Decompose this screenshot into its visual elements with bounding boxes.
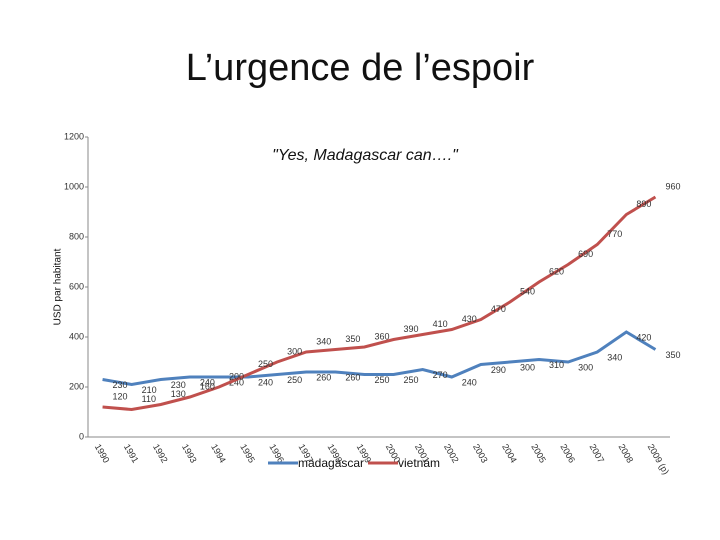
data-label: 310 [549,360,564,370]
data-label: 160 [200,381,215,391]
chart-title: "Yes, Madagascar can…." [272,147,459,164]
x-tick-label: 1994 [209,442,228,464]
x-tick-label: 2008 [617,442,636,464]
data-label: 960 [665,181,680,191]
data-label: 620 [549,266,564,276]
data-label: 430 [462,314,477,324]
x-tick-label: 2007 [587,442,606,464]
data-label: 360 [374,331,389,341]
y-tick-label: 200 [69,381,84,391]
data-label: 260 [316,372,331,382]
legend-label: madagascar [298,456,364,470]
data-label: 240 [258,377,273,387]
data-label: 770 [607,229,622,239]
data-label: 470 [491,304,506,314]
data-label: 120 [113,391,128,401]
line-series [102,330,657,387]
data-label: 390 [404,324,419,334]
data-label: 340 [316,336,331,346]
data-label: 130 [171,389,186,399]
data-label: 200 [229,371,244,381]
data-label: 210 [142,385,157,395]
x-tick-label: 2002 [442,442,461,464]
data-label: 350 [665,350,680,360]
slide-title: L’urgence de l’espoir [186,47,535,89]
data-label: 260 [345,372,360,382]
y-tick-label: 0 [79,431,84,441]
data-label: 690 [578,249,593,259]
data-label: 350 [345,334,360,344]
data-label: 110 [142,394,156,404]
data-label: 300 [520,362,535,372]
data-label: 290 [491,365,506,375]
line-series [102,195,657,412]
y-tick-label: 600 [69,281,84,291]
x-tick-label: 1990 [93,442,112,464]
data-label: 270 [433,370,448,380]
data-label: 420 [636,332,651,342]
data-label: 890 [636,199,651,209]
x-tick-label: 1992 [151,442,170,464]
x-tick-label: 2009 (p) [646,442,671,476]
data-label: 230 [113,380,128,390]
x-tick-label: 2003 [471,442,490,464]
data-label: 300 [287,346,302,356]
data-label: 240 [200,377,215,387]
y-tick-label: 1200 [64,131,84,141]
x-tick-label: 2004 [500,442,519,464]
data-label: 410 [433,319,448,329]
data-label: 230 [171,380,186,390]
data-label: 240 [462,377,477,387]
y-tick-label: 1000 [64,181,84,191]
y-axis-label: USD par habitant [53,248,64,325]
data-label: 340 [607,352,622,362]
data-label: 300 [578,362,593,372]
data-label: 240 [229,377,244,387]
x-tick-label: 1991 [122,442,141,464]
x-tick-label: 1995 [238,442,257,464]
y-tick-label: 800 [69,231,84,241]
data-label: 250 [258,359,273,369]
legend-label: vietnam [398,456,440,470]
y-tick-label: 400 [69,331,84,341]
data-label: 250 [404,375,419,385]
data-label: 250 [287,375,302,385]
x-tick-label: 2005 [529,442,548,464]
x-tick-label: 1996 [267,442,286,464]
data-label: 250 [374,375,389,385]
x-tick-label: 1993 [180,442,199,464]
x-tick-label: 2006 [558,442,577,464]
data-label: 540 [520,286,535,296]
